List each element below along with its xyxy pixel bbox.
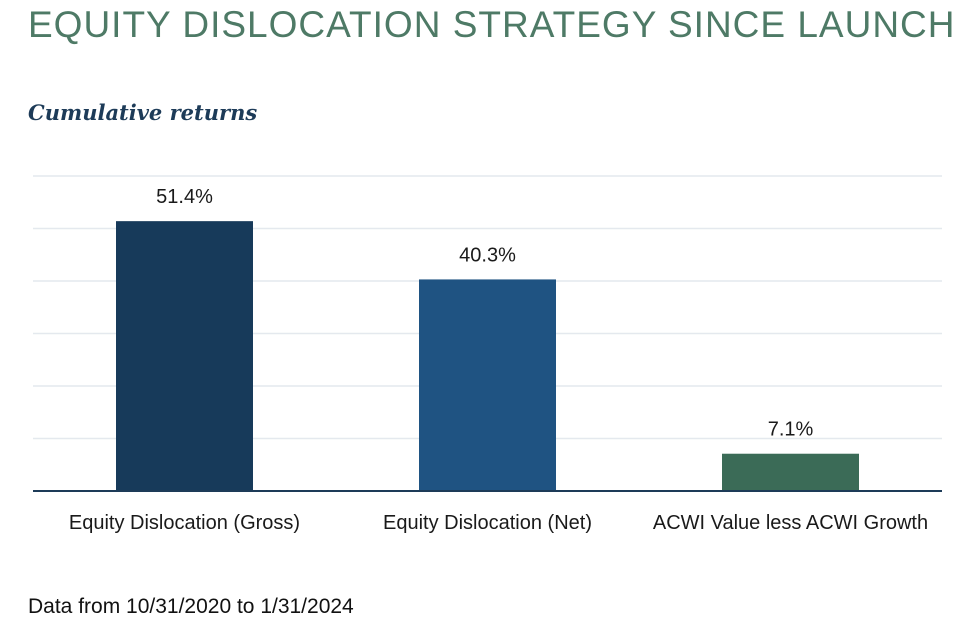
date-range-footnote: Data from 10/31/2020 to 1/31/2024 <box>28 595 354 618</box>
bar-2 <box>419 279 556 491</box>
category-label: Equity Dislocation (Net) <box>383 512 592 534</box>
bar-chart: 51.4% 40.3% 7.1% Equity Dislocation (Gross… <box>33 175 942 534</box>
category-label: Equity Dislocation (Gross) <box>69 512 300 534</box>
bar-value-label: 51.4% <box>156 186 213 208</box>
bar-1 <box>116 221 253 491</box>
chart-title: EQUITY DISLOCATION STRATEGY SINCE LAUNCH <box>28 4 956 45</box>
bar-value-label: 7.1% <box>768 419 814 441</box>
category-label: ACWI Value less ACWI Growth <box>653 512 928 534</box>
bars: 51.4% 40.3% 7.1% <box>116 186 859 491</box>
chart-subtitle: Cumulative returns <box>28 100 258 125</box>
bar-3 <box>722 453 859 491</box>
bar-value-label: 40.3% <box>459 244 516 266</box>
category-labels: Equity Dislocation (Gross) Equity Disloca… <box>69 512 928 534</box>
